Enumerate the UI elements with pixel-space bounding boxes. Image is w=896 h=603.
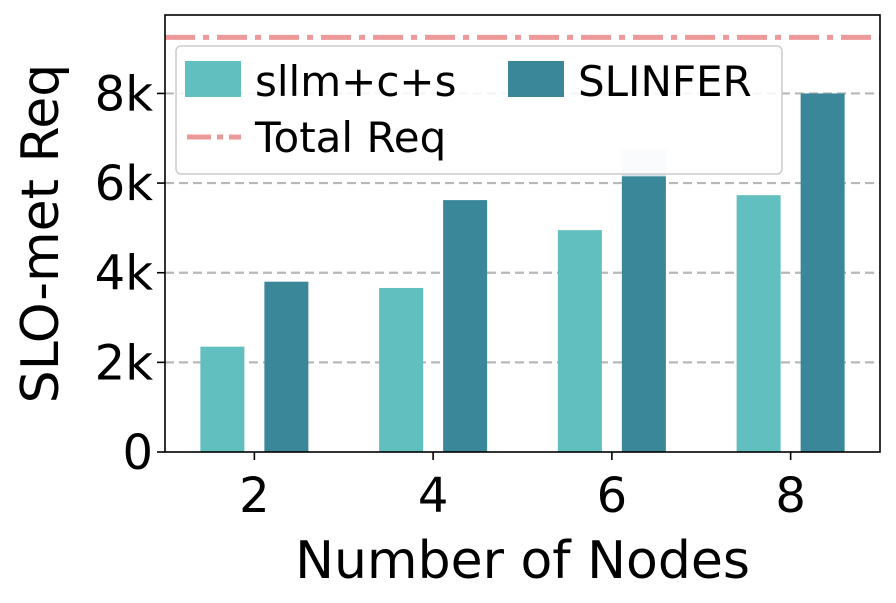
x-tick-label: 2 [239, 468, 270, 524]
legend: sllm+c+s SLINFER Total Req [175, 45, 783, 175]
x-tick-label: 8 [775, 468, 806, 524]
y-axis-title: SLO-met Req [11, 64, 71, 404]
bar-sllm-c-s-6 [557, 230, 602, 452]
bar-slinfer-6 [621, 176, 666, 452]
bar-sllm-c-s-2 [200, 346, 245, 452]
y-axis-ticks: 0 2k 4k 6k 8k [95, 66, 165, 481]
legend-label-total-req: Total Req [254, 113, 446, 162]
y-tick-label: 4k [95, 246, 154, 302]
x-tick-label: 4 [418, 468, 449, 524]
legend-box [175, 45, 783, 175]
plot-frame [164, 14, 881, 453]
legend-swatch-sllm [185, 61, 241, 97]
x-axis-title: Number of Nodes [295, 531, 750, 591]
legend-swatch-slinfer [508, 61, 564, 97]
legend-label-sllm: sllm+c+s [255, 57, 457, 106]
x-axis-ticks: 2 4 6 8 [239, 452, 806, 524]
y-tick-label: 8k [95, 66, 154, 122]
bars [200, 93, 845, 452]
y-tick-label: 6k [95, 156, 154, 212]
bar-sllm-c-s-4 [379, 287, 424, 452]
bar-slinfer-4 [443, 200, 488, 452]
bar-slinfer-8 [800, 93, 845, 452]
x-tick-label: 6 [597, 468, 628, 524]
y-tick-label: 0 [122, 425, 153, 481]
legend-label-slinfer: SLINFER [578, 57, 752, 106]
y-tick-label: 2k [95, 335, 154, 391]
bar-sllm-c-s-8 [736, 195, 781, 452]
bar-slinfer-2 [264, 281, 309, 452]
